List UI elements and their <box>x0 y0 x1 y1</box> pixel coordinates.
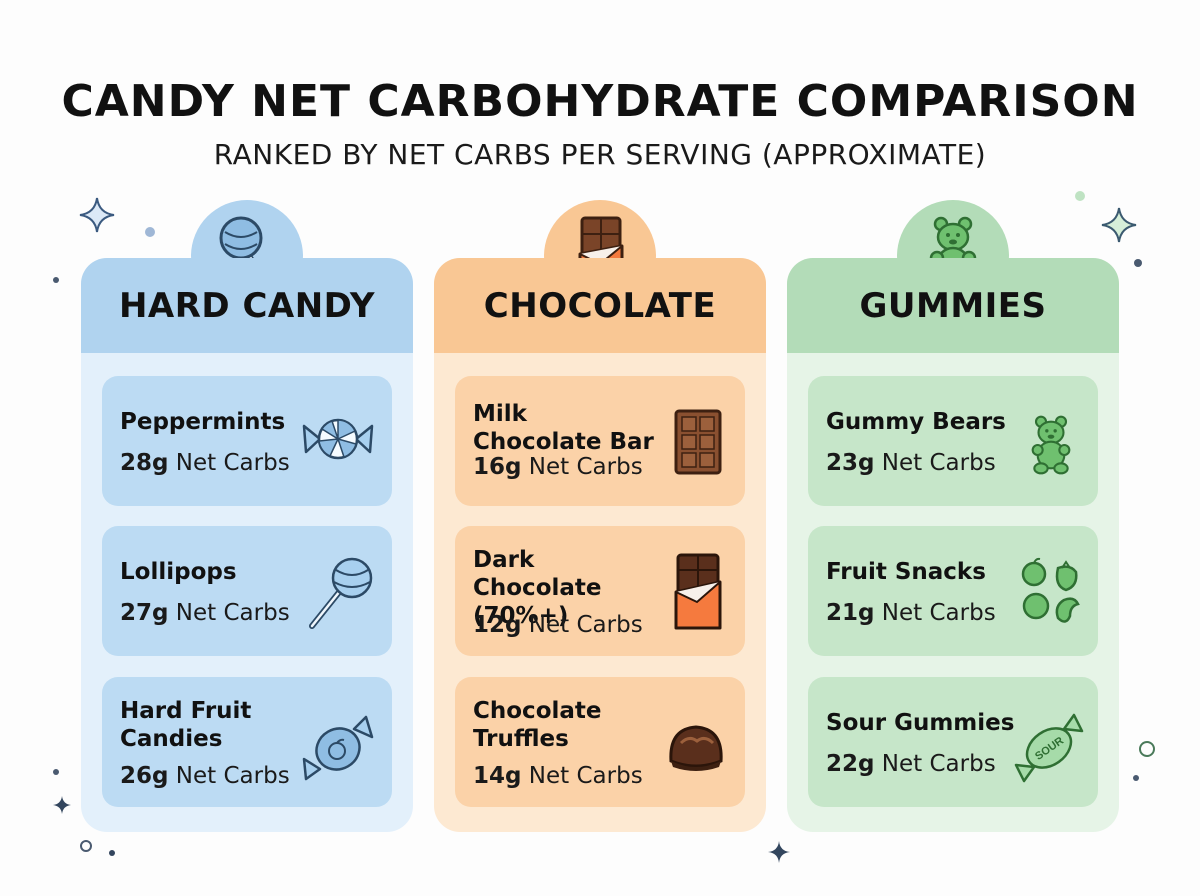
item-grams: 16g <box>473 454 522 480</box>
item-name: Milk Chocolate Bar <box>473 401 654 455</box>
item-unit: Net Carbs <box>175 763 290 789</box>
item-unit: Net Carbs <box>881 450 996 476</box>
item-unit: Net Carbs <box>528 763 643 789</box>
column-heading: HARD CANDY <box>81 258 413 353</box>
card-chocolate-truffles: Chocolate Truffles 14g Net Carbs <box>455 677 745 807</box>
card-sour-gummies: Sour Gummies 22g Net Carbs SOUR <box>808 677 1098 807</box>
column-hard-candy: HARD CANDY Peppermints 28g Net Carbs Lol… <box>81 200 413 832</box>
item-name: Fruit Snacks <box>826 559 986 585</box>
item-carbs: 23g Net Carbs <box>826 450 996 476</box>
item-name: Chocolate Truffles <box>473 698 602 752</box>
item-unit: Net Carbs <box>175 450 290 476</box>
sparkle-icon <box>53 796 71 814</box>
item-name: Lollipops <box>120 559 237 585</box>
item-unit: Net Carbs <box>175 600 290 626</box>
item-name: Gummy Bears <box>826 409 1006 435</box>
sparkle-icon <box>79 197 115 233</box>
item-grams: 27g <box>120 600 169 626</box>
item-carbs: 22g Net Carbs <box>826 751 996 777</box>
item-carbs: 16g Net Carbs <box>473 454 643 480</box>
item-carbs: 28g Net Carbs <box>120 450 290 476</box>
item-name: Sour Gummies <box>826 710 1015 736</box>
item-carbs: 27g Net Carbs <box>120 600 290 626</box>
item-grams: 23g <box>826 450 875 476</box>
item-grams: 22g <box>826 751 875 777</box>
item-name: Dark Chocolate (70%+) <box>473 547 602 629</box>
item-grams: 14g <box>473 763 522 789</box>
column-heading: CHOCOLATE <box>434 258 766 353</box>
column-chocolate: CHOCOLATE Milk Chocolate Bar 16g Net Car… <box>434 200 766 832</box>
page-title: CANDY NET CARBOHYDRATE COMPARISON <box>61 76 1139 127</box>
item-name: Hard Fruit Candies <box>120 698 252 752</box>
sour-candy-icon: SOUR <box>1014 713 1084 783</box>
card-fruit-snacks: Fruit Snacks 21g Net Carbs <box>808 526 1098 656</box>
item-grams: 26g <box>120 763 169 789</box>
item-unit: Net Carbs <box>528 612 643 638</box>
lollipop-icon <box>309 557 373 629</box>
card-hard-fruit-candies: Hard Fruit Candies 26g Net Carbs <box>102 677 392 807</box>
wrapped-fruit-candy-icon <box>302 715 374 781</box>
card-lollipops: Lollipops 27g Net Carbs <box>102 526 392 656</box>
item-carbs: 14g Net Carbs <box>473 763 643 789</box>
peppermint-icon <box>302 418 374 460</box>
item-grams: 21g <box>826 600 875 626</box>
wrapped-chocolate-bar-icon <box>674 553 722 630</box>
item-unit: Net Carbs <box>881 600 996 626</box>
item-carbs: 21g Net Carbs <box>826 600 996 626</box>
column-gummies: GUMMIES Gummy Bears 23g Net Carbs Fruit … <box>787 200 1119 832</box>
truffle-icon <box>669 725 723 771</box>
item-name: Peppermints <box>120 409 286 435</box>
page-subtitle: RANKED BY NET CARBS PER SERVING (APPROXI… <box>213 138 987 171</box>
card-peppermints: Peppermints 28g Net Carbs <box>102 376 392 506</box>
item-grams: 28g <box>120 450 169 476</box>
gummy-bear-icon <box>1031 415 1071 475</box>
item-grams: 12g <box>473 612 522 638</box>
item-carbs: 26g Net Carbs <box>120 763 290 789</box>
card-milk-chocolate-bar: Milk Chocolate Bar 16g Net Carbs <box>455 376 745 506</box>
card-dark-chocolate: Dark Chocolate (70%+) 12g Net Carbs <box>455 526 745 656</box>
card-gummy-bears: Gummy Bears 23g Net Carbs <box>808 376 1098 506</box>
item-unit: Net Carbs <box>528 454 643 480</box>
sparkle-icon <box>768 841 790 863</box>
sparkle-icon <box>1101 207 1137 243</box>
chocolate-bar-icon <box>674 409 722 475</box>
column-heading: GUMMIES <box>787 258 1119 353</box>
item-carbs: 12g Net Carbs <box>473 612 643 638</box>
fruit-snacks-icon <box>1021 557 1080 623</box>
item-unit: Net Carbs <box>881 751 996 777</box>
